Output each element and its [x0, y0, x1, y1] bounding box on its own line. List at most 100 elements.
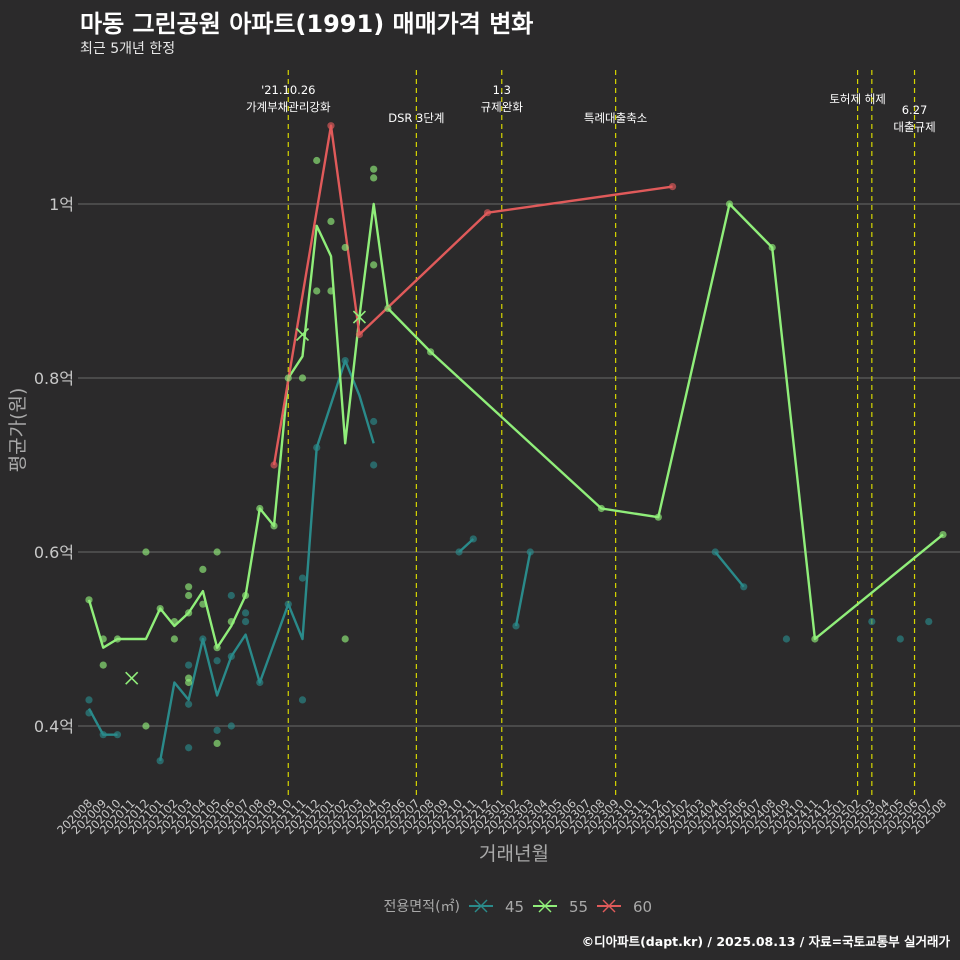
data-point-55	[341, 243, 349, 252]
legend-label: 60	[633, 898, 652, 916]
cross-marker-55	[352, 310, 366, 324]
legend-label: 45	[505, 898, 524, 916]
data-point-55	[341, 635, 349, 643]
data-point-45	[241, 618, 250, 626]
data-point-55	[284, 374, 292, 382]
data-point-55	[185, 678, 193, 687]
data-point-55	[256, 504, 264, 513]
data-point-45	[370, 417, 378, 426]
data-point-55	[199, 565, 207, 574]
data-point-45	[782, 635, 791, 643]
data-point-45	[868, 618, 876, 626]
data-point-45	[526, 548, 534, 556]
y-tick-label: 0.8억	[34, 369, 74, 388]
legend-item-45: 45	[469, 898, 524, 916]
data-point-45	[185, 700, 193, 708]
event-label: 특례대출축소	[584, 111, 647, 125]
data-point-45	[99, 731, 107, 739]
data-point-45	[227, 652, 235, 661]
data-point-55	[327, 217, 335, 225]
data-point-55	[597, 504, 606, 513]
x-axis-label: 거래년월	[479, 843, 549, 865]
y-tick-label: 1억	[49, 195, 74, 214]
data-point-55	[227, 618, 235, 626]
legend-swatch-cross	[538, 899, 552, 913]
source-caption: ©디아파트(dapt.kr) / 2025.08.13 / 자료=국토교통부 실…	[581, 934, 950, 949]
data-point-55	[185, 609, 193, 617]
legend-swatch-cross	[474, 899, 488, 913]
data-point-55	[213, 739, 221, 748]
x-axis-ticks: 2020082020092020102020112020122021012021…	[54, 796, 949, 837]
data-point-45	[455, 548, 463, 556]
data-point-55	[113, 635, 122, 643]
data-point-45	[925, 618, 933, 626]
data-point-55	[298, 374, 307, 382]
data-point-55	[654, 513, 662, 521]
chart-title: 마동 그린공원 아파트(1991) 매매가격 변화	[80, 10, 534, 38]
cross-stroke	[125, 671, 139, 685]
data-point-45	[85, 709, 93, 717]
event-label: 토허제 해제	[829, 92, 886, 106]
series-lines	[87, 124, 944, 762]
data-point-55	[427, 348, 435, 356]
data-point-55	[313, 287, 321, 295]
data-point-45	[85, 696, 93, 704]
legend-title: 전용면적(㎡)	[384, 899, 460, 915]
data-point-55	[185, 583, 193, 591]
data-point-55	[384, 304, 392, 312]
data-point-45	[711, 548, 719, 556]
series-line-45	[714, 551, 745, 588]
data-point-45	[298, 574, 307, 582]
legend-swatch-cross	[602, 899, 616, 913]
data-point-45	[469, 535, 477, 543]
data-point-60	[327, 122, 335, 130]
cross-stroke	[352, 310, 366, 324]
y-axis-label: 평균가(원)	[7, 388, 29, 473]
data-point-55	[99, 661, 107, 669]
data-point-55	[939, 531, 947, 539]
data-point-45	[740, 583, 748, 591]
data-points	[85, 122, 947, 765]
data-point-60	[483, 209, 492, 217]
y-tick-label: 0.6억	[34, 543, 74, 562]
data-point-45	[227, 722, 235, 730]
event-label: 1.3 규제완화	[481, 83, 524, 114]
data-point-45	[298, 696, 307, 704]
data-point-45	[213, 657, 221, 665]
event-label: '21.10.26 가계부채관리강화	[246, 83, 331, 114]
data-point-45	[284, 600, 292, 608]
series-line-45	[159, 359, 375, 762]
data-point-60	[355, 330, 364, 339]
data-point-45	[512, 622, 520, 630]
data-point-55	[370, 174, 378, 182]
data-point-55	[199, 600, 207, 608]
legend-label: 55	[569, 898, 588, 916]
grid-lines	[78, 203, 960, 727]
data-point-45	[227, 591, 235, 600]
data-point-45	[341, 357, 349, 365]
data-point-55	[170, 618, 178, 626]
data-point-45	[185, 744, 193, 752]
event-label: DSR 3단계	[388, 111, 444, 125]
series-line-45	[514, 551, 532, 627]
legend-item-60: 60	[597, 898, 652, 916]
data-point-55	[99, 635, 107, 643]
cross-stroke	[295, 327, 310, 342]
cross-marker-55	[295, 327, 310, 342]
data-point-60	[270, 461, 278, 469]
data-point-55	[85, 596, 93, 604]
data-point-55	[185, 591, 193, 600]
data-point-45	[113, 731, 122, 739]
data-point-55	[768, 243, 776, 252]
data-point-45	[370, 461, 378, 469]
series-line-45	[87, 708, 118, 736]
data-point-55	[370, 261, 378, 269]
data-point-55	[142, 722, 150, 730]
cross-marker-55	[125, 671, 139, 685]
legend-item-55: 55	[533, 898, 588, 916]
chart-subtitle: 최근 5개년 한정	[80, 41, 176, 57]
data-point-55	[370, 165, 378, 173]
data-point-45	[256, 678, 264, 687]
